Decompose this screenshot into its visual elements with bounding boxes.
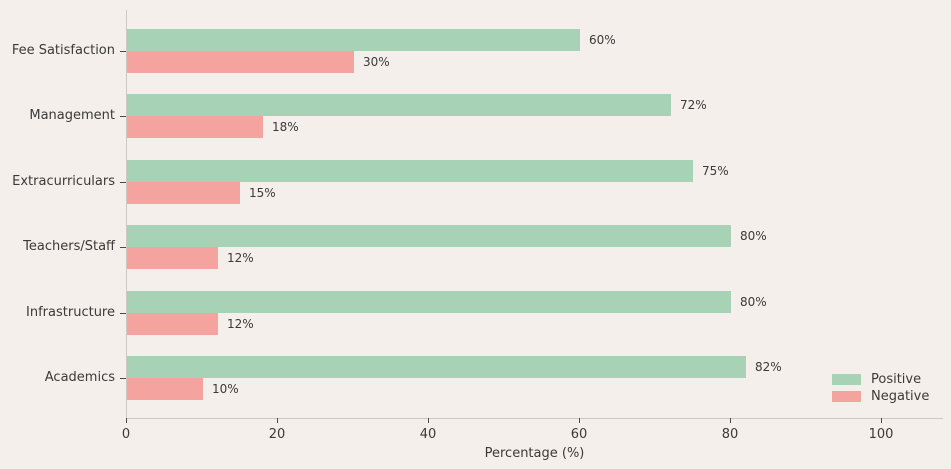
- bar-negative: [127, 378, 203, 400]
- y-tick-mark: [120, 313, 126, 314]
- bar-positive: [127, 160, 693, 182]
- y-tick-mark: [120, 51, 126, 52]
- bar-value-label: 82%: [755, 360, 782, 374]
- bar-value-label: 18%: [272, 120, 299, 134]
- legend-swatch-negative: [832, 391, 861, 402]
- y-tick-mark: [120, 247, 126, 248]
- x-tick-label: 80: [721, 427, 739, 442]
- y-tick-mark: [120, 182, 126, 183]
- bar-positive: [127, 225, 731, 247]
- x-tick-mark: [579, 418, 580, 423]
- y-tick-label: Academics: [44, 370, 115, 385]
- y-tick-mark: [120, 116, 126, 117]
- bar-positive: [127, 94, 671, 116]
- x-axis-title: Percentage (%): [484, 446, 585, 461]
- x-tick-mark: [730, 418, 731, 423]
- x-axis-spine: [126, 418, 943, 419]
- bar-value-label: 60%: [589, 33, 616, 47]
- y-tick-label: Infrastructure: [26, 305, 115, 320]
- bar-value-label: 12%: [227, 317, 254, 331]
- x-tick-label: 20: [268, 427, 286, 442]
- bar-value-label: 12%: [227, 251, 254, 265]
- bar-value-label: 80%: [740, 295, 767, 309]
- x-tick-label: 100: [868, 427, 894, 442]
- bar-value-label: 75%: [702, 164, 729, 178]
- bar-value-label: 10%: [212, 382, 239, 396]
- x-tick-mark: [126, 418, 127, 423]
- bar-value-label: 15%: [249, 186, 276, 200]
- legend-entry-positive: Positive: [832, 371, 922, 387]
- bar-value-label: 80%: [740, 229, 767, 243]
- y-axis-spine: [126, 10, 127, 418]
- x-tick-label: 60: [570, 427, 588, 442]
- legend-label: Positive: [871, 371, 922, 387]
- bar-negative: [127, 116, 263, 138]
- x-tick-mark: [428, 418, 429, 423]
- x-tick-label: 0: [121, 427, 131, 442]
- bar-positive: [127, 291, 731, 313]
- legend-swatch-positive: [832, 373, 861, 385]
- bar-negative: [127, 313, 218, 335]
- bar-negative: [127, 247, 218, 269]
- x-tick-mark: [277, 418, 278, 423]
- x-tick-mark: [881, 418, 882, 423]
- legend-entry-negative: Negative: [832, 389, 930, 404]
- x-tick-label: 40: [419, 427, 437, 442]
- y-tick-label: Teachers/Staff: [23, 239, 115, 254]
- bar-negative: [127, 51, 354, 73]
- y-tick-label: Management: [29, 108, 115, 123]
- bar-value-label: 72%: [680, 98, 707, 112]
- legend-label: Negative: [871, 389, 930, 404]
- bar-negative: [127, 182, 240, 204]
- bar-positive: [127, 29, 580, 51]
- y-tick-mark: [120, 378, 126, 379]
- y-tick-label: Extracurriculars: [12, 174, 115, 189]
- bar-positive: [127, 356, 746, 378]
- bar-value-label: 30%: [363, 55, 390, 69]
- y-tick-label: Fee Satisfaction: [11, 43, 115, 58]
